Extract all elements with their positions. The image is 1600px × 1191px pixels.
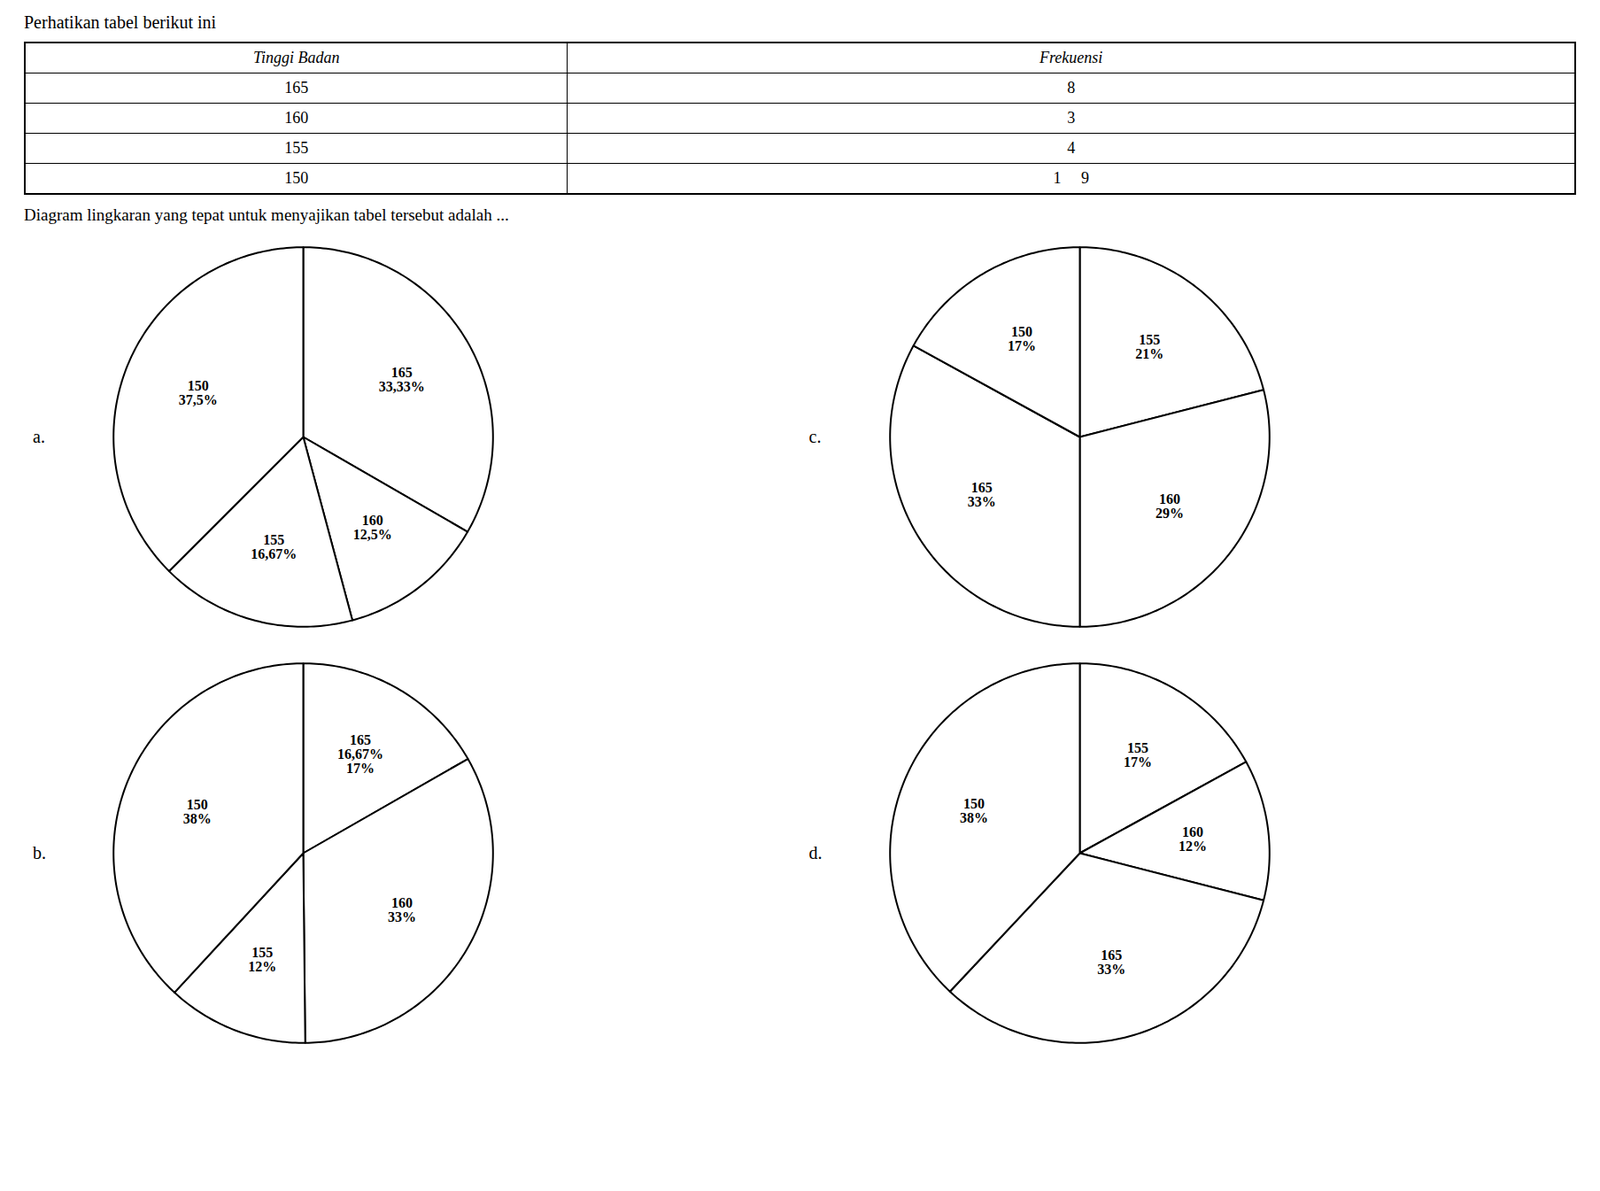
svg-text:16533%: 16533% [966,479,996,510]
html-text:a.: a. [32,426,46,446]
html-text:Diagram lingkaran yang tepat u: Diagram lingkaran yang tepat untuk menya… [23,205,509,225]
svg-text:16033%: 16033% [387,895,417,925]
html-text:1 9: 1 9 [1053,169,1090,187]
svg-text:15512%: 15512% [247,944,277,974]
svg-text:16012%: 16012% [1178,824,1207,854]
html-text:Perhatikan tabel berikut ini: Perhatikan tabel berikut ini [23,12,217,32]
svg-text:15037,5%: 15037,5% [178,378,218,408]
html-text:8: 8 [1067,78,1076,97]
svg-text:16516,67%17%: 16516,67%17% [337,732,384,776]
html-text:155: 155 [284,139,309,157]
html-text:165: 165 [284,78,309,97]
svg-text:16029%: 16029% [1155,491,1184,521]
svg-text:15521%: 15521% [1135,332,1164,362]
html-text:3: 3 [1067,108,1076,127]
html-text:4: 4 [1067,139,1076,157]
svg-text:16533%: 16533% [1097,947,1126,977]
svg-text:16533,33%: 16533,33% [378,364,426,395]
html-text:160: 160 [284,108,309,127]
html-text:Tinggi Badan: Tinggi Badan [253,48,340,67]
html-text:Frekuensi: Frekuensi [1039,48,1103,67]
html-text:b.: b. [32,842,47,862]
svg-text:16012,5%: 16012,5% [353,512,393,542]
svg-text:15038%: 15038% [183,796,212,827]
svg-text:15038%: 15038% [958,796,988,826]
svg-text:15017%: 15017% [1007,324,1036,354]
svg-text:15516,67%: 15516,67% [250,532,297,562]
html-text:c.: c. [808,426,822,446]
html-text:d.: d. [808,842,823,862]
html-text:150: 150 [284,169,309,187]
svg-text:15517%: 15517% [1122,740,1152,770]
